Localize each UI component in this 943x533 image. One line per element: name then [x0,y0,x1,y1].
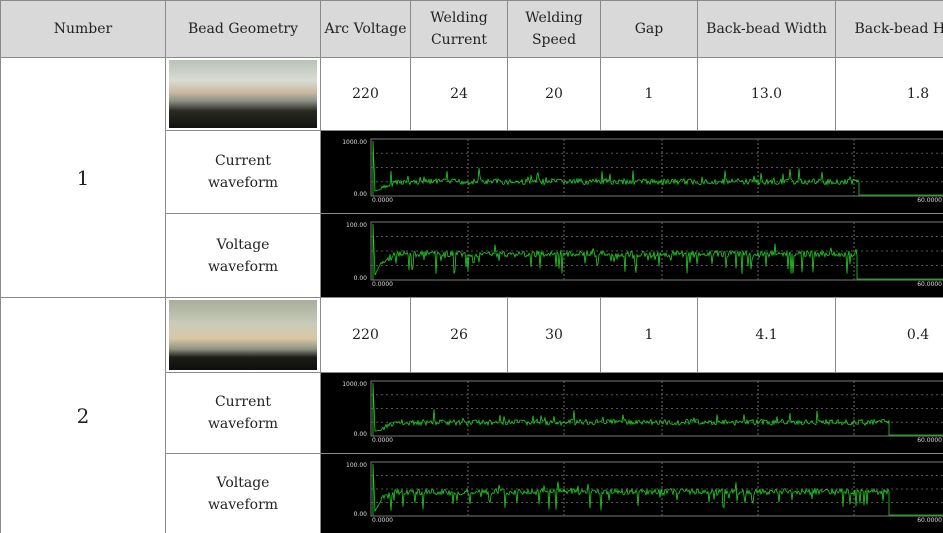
waveform-label: Voltage waveform [166,454,321,533]
waveform-label: Current waveform [166,131,321,214]
results-table: NumberBead GeometryArc VoltageWelding Cu… [0,0,943,533]
bead-photo [169,60,317,128]
y-min-label: 0.00 [354,511,368,518]
value-cell: 1.8 [836,58,943,131]
x-min-label: 0.0000 [372,437,393,444]
x-min-label: 0.0000 [372,517,393,524]
waveform-plot: 1000.00 0.00 0.0000 60.0000 [321,131,943,213]
y-max-label: 1000.00 [342,381,367,388]
x-min-label: 0.0000 [372,281,393,288]
y-min-label: 0.00 [354,275,368,282]
waveform-cell: 100.00 0.00 0.0000 60.0000 [321,214,943,298]
header-cell: Number [1,1,166,58]
x-max-label: 60.0000 [917,437,942,444]
value-cell: 0.4 [836,298,943,373]
value-cell: 30 [508,298,601,373]
value-cell: 220 [321,298,411,373]
header-cell: Bead Geometry [166,1,321,58]
header-cell: Arc Voltage [321,1,411,58]
y-max-label: 100.00 [346,222,367,229]
waveform-cell: 1000.00 0.00 0.0000 60.0000 [321,373,943,454]
value-cell: 26 [411,298,508,373]
number-cell: 1 [1,58,166,298]
x-min-label: 0.0000 [372,197,393,204]
header-cell: Back-bead Height [836,1,943,58]
x-max-label: 60.0000 [917,281,942,288]
value-cell: 13.0 [698,58,836,131]
value-cell: 20 [508,58,601,131]
y-max-label: 1000.00 [342,139,367,146]
number-cell: 2 [1,298,166,533]
y-min-label: 0.00 [354,431,368,438]
waveform-trace [373,224,943,280]
waveform-trace [373,141,943,196]
waveform-plot: 100.00 0.00 0.0000 60.0000 [321,214,943,297]
page: NumberBead GeometryArc VoltageWelding Cu… [0,0,943,533]
header-cell: Gap [601,1,698,58]
y-max-label: 100.00 [346,462,367,469]
header-cell: Welding Current [411,1,508,58]
value-cell: 4.1 [698,298,836,373]
header-cell: Back-bead Width [698,1,836,58]
waveform-trace [373,383,943,436]
waveform-cell: 100.00 0.00 0.0000 60.0000 [321,454,943,533]
x-max-label: 60.0000 [917,517,942,524]
header-cell: Welding Speed [508,1,601,58]
waveform-plot: 1000.00 0.00 0.0000 60.0000 [321,373,943,453]
bead-photo-cell [166,298,321,373]
waveform-trace [373,464,943,516]
waveform-label: Current waveform [166,373,321,454]
waveform-plot: 100.00 0.00 0.0000 60.0000 [321,454,943,533]
y-min-label: 0.00 [354,191,368,198]
bead-photo-cell [166,58,321,131]
bead-photo [169,300,317,370]
value-cell: 24 [411,58,508,131]
value-cell: 220 [321,58,411,131]
waveform-cell: 1000.00 0.00 0.0000 60.0000 [321,131,943,214]
value-cell: 1 [601,58,698,131]
waveform-label: Voltage waveform [166,214,321,298]
value-cell: 1 [601,298,698,373]
x-max-label: 60.0000 [917,197,942,204]
